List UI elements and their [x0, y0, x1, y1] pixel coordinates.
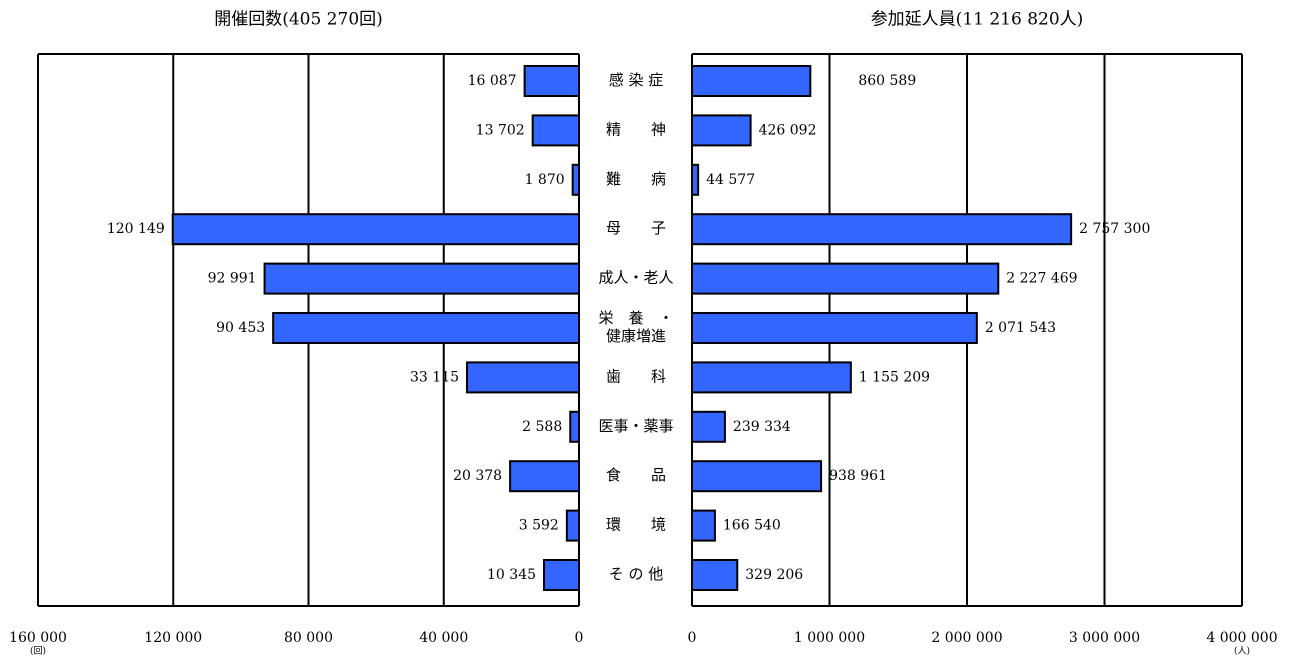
right-unit-label: (人)	[1234, 646, 1250, 656]
right-value-label-1: 426 092	[759, 122, 817, 138]
left-value-label-5: 90 453	[216, 320, 265, 336]
right-panel-title: 参加延人員(11 216 820人)	[871, 10, 1084, 30]
left-value-label-9: 3 592	[519, 518, 559, 534]
left-bar-6	[466, 361, 580, 394]
category-label-10: そ の 他	[609, 565, 664, 583]
right-bar-4	[691, 262, 1000, 295]
right-tick-label-1: 1 000 000	[794, 630, 865, 646]
right-bar-7	[691, 410, 726, 443]
right-bar-2	[691, 163, 700, 196]
category-label-3: 母 子	[606, 219, 666, 237]
category-label-7: 医事・薬事	[598, 417, 673, 435]
left-bar-10	[543, 559, 581, 591]
right-bar-6	[691, 361, 852, 394]
right-bar-5	[691, 312, 978, 344]
category-label-9: 環 境	[606, 516, 666, 534]
left-value-label-4: 92 991	[208, 271, 257, 287]
right-value-label-8: 938 961	[829, 468, 887, 484]
left-bar-9	[565, 509, 581, 542]
right-value-label-4: 2 227 469	[1006, 271, 1077, 287]
right-value-label-9: 166 540	[723, 518, 781, 534]
left-bar-0	[523, 65, 581, 97]
left-bar-1	[531, 114, 580, 147]
category-label-5-line-1: 健康増進	[606, 327, 666, 345]
right-value-label-7: 239 334	[733, 419, 791, 435]
right-bar-1	[691, 114, 752, 147]
left-tick-label-4: 160 000	[9, 630, 67, 646]
left-bar-3	[171, 213, 581, 246]
left-value-label-7: 2 588	[522, 419, 562, 435]
left-value-label-8: 20 378	[453, 468, 502, 484]
left-bar-4	[263, 262, 580, 295]
right-bar-3	[691, 213, 1073, 246]
left-value-label-10: 10 345	[487, 567, 536, 583]
right-value-label-0: 860 589	[858, 73, 916, 89]
category-label-6: 歯 科	[606, 367, 666, 385]
left-value-label-0: 16 087	[468, 73, 517, 89]
left-bar-7	[569, 410, 581, 443]
left-value-label-2: 1 870	[525, 172, 565, 188]
right-bar-9	[691, 509, 716, 542]
category-label-2: 難 病	[606, 170, 666, 188]
left-tick-label-2: 80 000	[284, 630, 333, 646]
right-tick-label-2: 2 000 000	[931, 630, 1002, 646]
right-value-label-10: 329 206	[745, 567, 803, 583]
left-bar-5	[272, 312, 580, 344]
category-label-1: 精 神	[606, 120, 666, 138]
right-value-label-5: 2 071 543	[985, 320, 1056, 336]
left-value-label-6: 33 115	[410, 369, 459, 385]
left-bar-2	[571, 163, 581, 196]
left-panel-title: 開催回数(405 270回)	[214, 10, 383, 30]
left-bar-8	[509, 460, 581, 493]
left-value-label-3: 120 149	[107, 221, 165, 237]
right-tick-label-4: 4 000 000	[1206, 630, 1277, 646]
category-label-8: 食 品	[606, 466, 666, 484]
right-value-label-2: 44 577	[706, 172, 755, 188]
category-label-4: 成人・老人	[598, 269, 673, 287]
right-value-label-3: 2 757 300	[1079, 221, 1150, 237]
left-tick-label-0: 0	[575, 630, 584, 646]
right-bar-0	[691, 65, 812, 97]
left-tick-label-1: 40 000	[419, 630, 468, 646]
left-value-label-1: 13 702	[476, 122, 525, 138]
right-tick-label-0: 0	[688, 630, 697, 646]
right-bar-10	[691, 559, 739, 591]
category-label-5-line-0: 栄 養 ・	[598, 309, 673, 327]
left-tick-label-3: 120 000	[144, 630, 202, 646]
right-tick-label-3: 3 000 000	[1069, 630, 1140, 646]
left-unit-label: (回)	[30, 646, 46, 656]
right-value-label-6: 1 155 209	[859, 369, 930, 385]
right-bar-8	[691, 460, 823, 493]
category-label-0: 感 染 症	[609, 71, 664, 89]
